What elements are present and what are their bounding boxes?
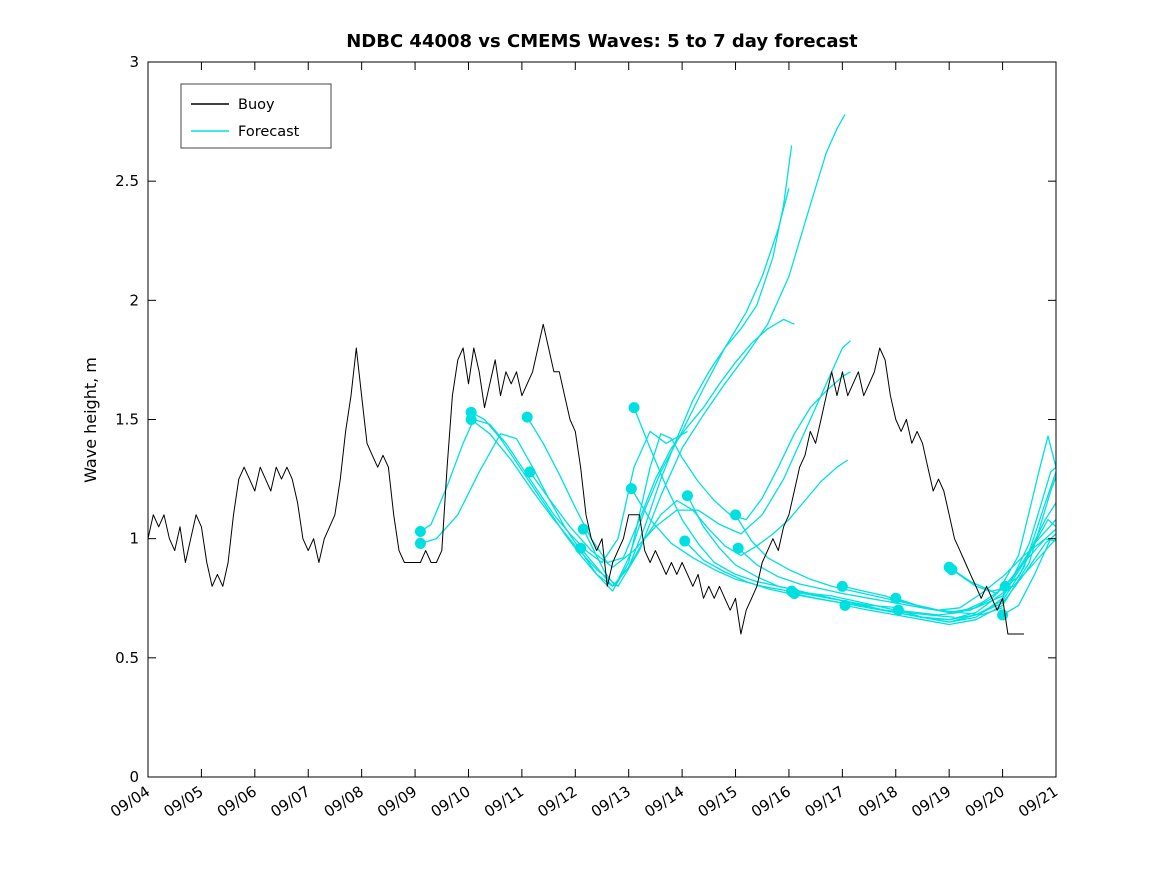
series-layer [148, 114, 1056, 635]
x-tick-label: 09/15 [695, 782, 741, 821]
forecast-line [1004, 518, 1056, 587]
y-tick-label: 1.5 [115, 411, 139, 429]
chart-title: NDBC 44008 vs CMEMS Waves: 5 to 7 day fo… [346, 31, 858, 52]
x-tick-label: 09/19 [908, 782, 954, 821]
plot-border [147, 61, 1057, 778]
y-tick-label: 3 [129, 53, 139, 71]
forecast-line [529, 340, 851, 568]
x-tick-label: 09/13 [588, 782, 634, 821]
y-tick-label: 1 [129, 530, 139, 548]
forecast-start-marker [892, 604, 904, 616]
x-tick-label: 09/18 [855, 782, 901, 821]
forecast-start-marker [946, 564, 958, 576]
x-tick-label: 09/17 [801, 782, 847, 821]
forecast-start-marker [997, 609, 1009, 621]
x-tick-label: 09/04 [107, 782, 153, 821]
forecast-line [951, 435, 1056, 595]
x-tick-label: 09/07 [267, 782, 313, 821]
axes-layer: 09/04 09/05 09/06 09/07 09/08 09/09 09/10 09/11… [107, 53, 1061, 821]
forecast-line [470, 114, 846, 587]
y-tick-label: 2 [129, 291, 139, 309]
legend-label-forecast: Forecast [238, 124, 300, 140]
forecast-line [630, 488, 1006, 621]
forecast-line [1002, 533, 1056, 616]
forecast-start-marker [681, 490, 693, 502]
forecast-start-marker [890, 592, 902, 604]
forecast-start-marker [414, 526, 426, 538]
y-axis-label: Wave height, m [81, 357, 100, 483]
forecast-start-marker [625, 483, 637, 495]
forecast-line [580, 459, 849, 587]
buoy-line [148, 323, 1024, 635]
legend-box [180, 83, 332, 149]
x-tick-label: 09/20 [962, 782, 1008, 821]
forecast-line [734, 514, 1003, 616]
forecast-line [582, 371, 851, 587]
y-tick-label: 0.5 [115, 649, 139, 667]
forecast-start-marker [465, 414, 477, 425]
forecast-start-marker [836, 580, 848, 592]
y-tick-label: 2.5 [115, 172, 139, 190]
x-tick-label: 09/10 [428, 782, 474, 821]
forecast-start-marker [524, 466, 536, 478]
forecast-line [842, 519, 1056, 614]
x-tick-label: 09/12 [534, 782, 580, 821]
forecast-start-marker [730, 509, 742, 521]
y-tick-label: 0 [129, 768, 139, 786]
forecast-line [791, 528, 1056, 616]
forecast-line [420, 418, 688, 564]
forecast-start-marker [679, 535, 691, 547]
forecast-start-marker [999, 580, 1011, 592]
forecast-start-marker [788, 587, 800, 599]
x-tick-label: 09/08 [321, 782, 367, 821]
forecast-line [526, 318, 795, 564]
forecast-line [470, 145, 793, 587]
x-tick-label: 09/05 [161, 782, 207, 821]
x-tick-label: 09/21 [1015, 782, 1061, 821]
forecast-line [420, 188, 790, 592]
forecast-line [633, 407, 902, 609]
x-tick-label: 09/11 [481, 782, 527, 821]
forecast-start-marker [414, 537, 426, 549]
forecast-start-marker [575, 542, 587, 554]
x-tick-label: 09/09 [374, 782, 420, 821]
forecast-start-marker [577, 523, 589, 535]
legend: Buoy Forecast [180, 83, 332, 149]
legend-label-buoy: Buoy [238, 97, 275, 113]
forecast-line [898, 466, 1056, 623]
forecast-start-marker [628, 402, 640, 414]
x-tick-label: 09/06 [214, 782, 260, 821]
forecast-line [895, 538, 1056, 611]
forecast-start-marker [839, 599, 851, 611]
forecast-start-marker [521, 411, 533, 423]
forecast-line [844, 476, 1056, 626]
forecast-start-marker [732, 542, 744, 554]
x-tick-label: 09/14 [641, 782, 687, 821]
x-tick-label: 09/16 [748, 782, 794, 821]
